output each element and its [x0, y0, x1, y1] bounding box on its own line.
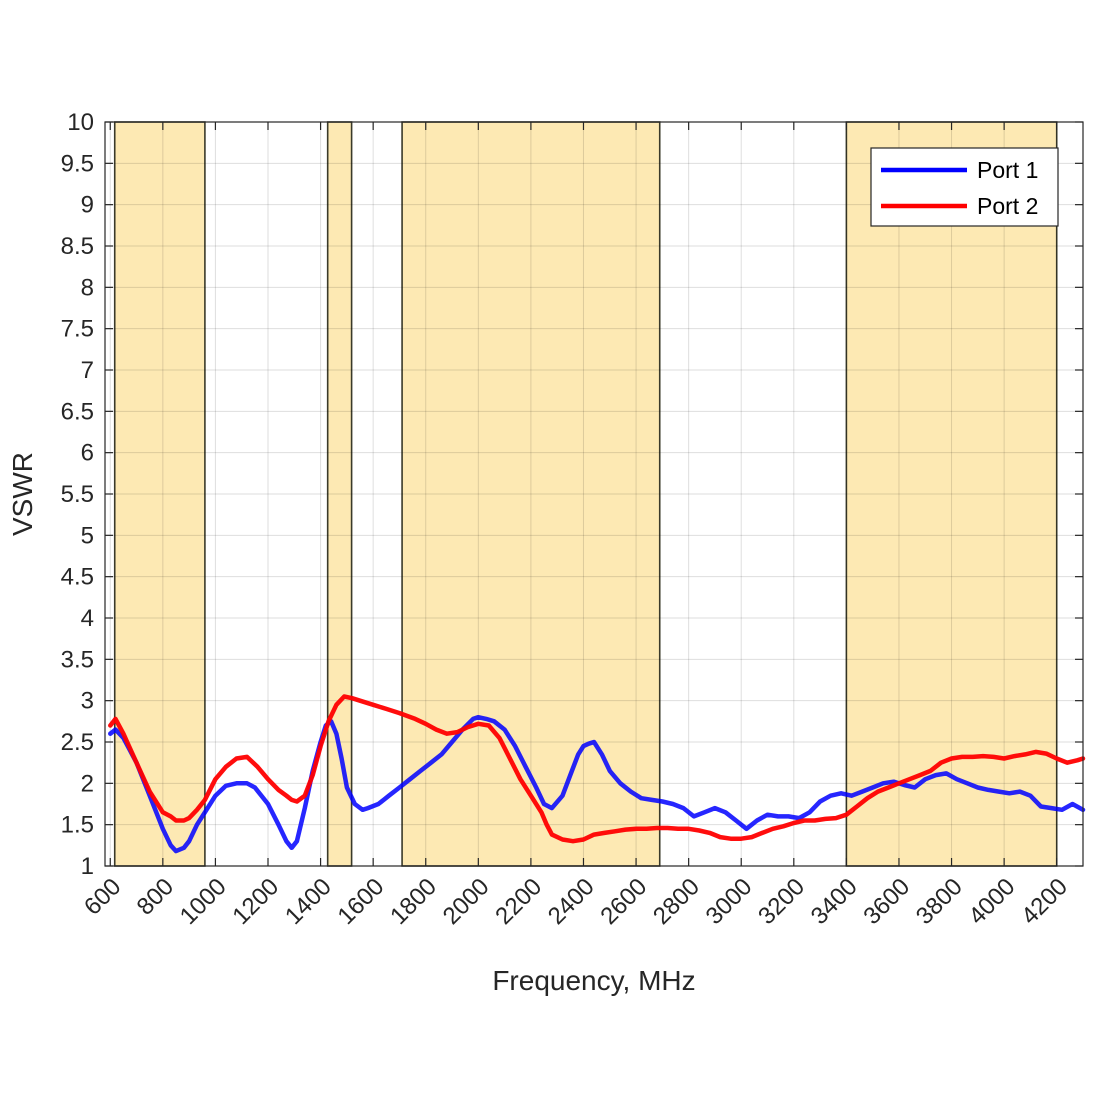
x-tick-label: 2600	[595, 873, 652, 930]
x-tick-label: 2800	[648, 873, 705, 930]
x-tick-label: 3000	[701, 873, 758, 930]
frequency-bands	[113, 121, 1058, 867]
x-tick-label: 1600	[333, 873, 390, 930]
x-tick-label: 4000	[964, 873, 1021, 930]
x-tick-label: 600	[79, 873, 126, 920]
x-tick-label: 1000	[175, 873, 232, 930]
x-tick-label: 800	[132, 873, 179, 920]
x-tick-label: 3800	[911, 873, 968, 930]
x-tick-label: 2400	[543, 873, 600, 930]
y-tick-label: 4.5	[61, 564, 94, 591]
x-tick-label: 1800	[385, 873, 442, 930]
x-tick-label: 2000	[438, 873, 495, 930]
series-line-port-2	[108, 694, 1086, 844]
y-tick-label: 4	[81, 605, 94, 632]
y-tick-label: 9	[81, 192, 94, 219]
x-tick-label: 1400	[280, 873, 337, 930]
y-tick-label: 2.5	[61, 729, 94, 756]
x-tick-label: 3400	[806, 873, 863, 930]
legend-label: Port 1	[977, 157, 1038, 183]
x-tick-label: 2200	[490, 873, 547, 930]
y-tick-label: 7.5	[61, 316, 94, 343]
x-axis-label: Frequency, MHz	[492, 965, 695, 996]
y-tick-label: 5.5	[61, 481, 94, 508]
legend: Port 1 Port 2	[870, 147, 1059, 227]
legend-box	[870, 147, 1059, 227]
x-tick-label: 3200	[753, 873, 810, 930]
x-tick-label: 1200	[227, 873, 284, 930]
y-tick-label: 8	[81, 274, 94, 301]
band-4	[845, 121, 1058, 867]
series-lines	[108, 694, 1086, 854]
y-tick-label: 3	[81, 688, 94, 715]
y-tick-label: 10	[67, 109, 94, 136]
y-tick-label: 1	[81, 853, 94, 880]
y-tick-label: 5	[81, 522, 94, 549]
y-tick-label: 3.5	[61, 646, 94, 673]
y-axis-ticks: 1 1.5 2 2.5 3 3.5 4 4.5 5 5.5 6 6.5 7 7.5 8 8.5 9 9.5 10	[61, 109, 1083, 880]
x-tick-label: 3600	[858, 873, 915, 930]
y-tick-label: 7	[81, 357, 94, 384]
y-tick-label: 9.5	[61, 150, 94, 177]
y-tick-label: 8.5	[61, 233, 94, 260]
y-tick-label: 2	[81, 770, 94, 797]
y-axis-label: VSWR	[7, 452, 38, 536]
y-tick-label: 6.5	[61, 398, 94, 425]
x-tick-label: 4200	[1016, 873, 1073, 930]
y-tick-label: 6	[81, 440, 94, 467]
y-tick-label: 1.5	[61, 812, 94, 839]
band-1	[113, 121, 206, 867]
legend-label: Port 2	[977, 193, 1038, 219]
